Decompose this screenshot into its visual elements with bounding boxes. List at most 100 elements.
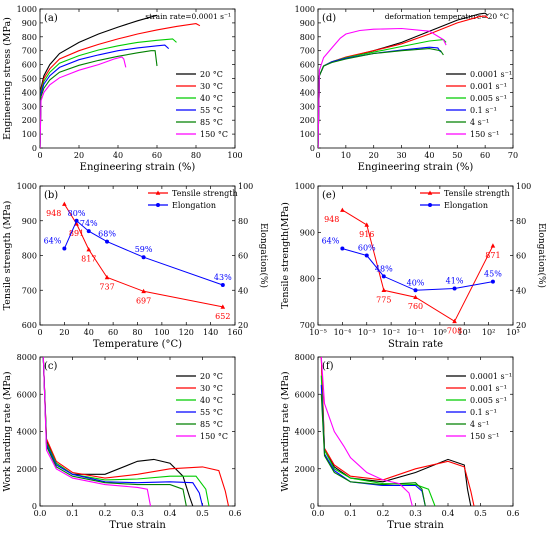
y-tick-label: 6000: [17, 390, 37, 399]
y-tick-label: 500: [22, 75, 37, 84]
legend-marker: [155, 190, 161, 195]
x-tick-label: 140: [203, 328, 218, 337]
series-line: [318, 12, 489, 148]
data-point: [220, 283, 225, 288]
data-label: 64%: [322, 237, 340, 246]
data-point: [381, 287, 387, 293]
data-point: [62, 246, 67, 251]
series-line: [40, 44, 170, 148]
y2-tick-label: 80: [238, 217, 248, 226]
x-tick-label: 60: [152, 151, 162, 160]
x-tick-label: 20: [59, 328, 69, 337]
y-tick-label: 400: [22, 88, 37, 97]
data-label: 45%: [484, 270, 502, 279]
y-tick-label: 1000: [17, 5, 37, 14]
data-label: 80%: [68, 209, 86, 218]
y-tick-label: 0: [310, 144, 315, 153]
x-tick-label: 0: [315, 151, 320, 160]
x-tick-label: 10⁻¹: [407, 328, 425, 337]
y-axis-label: Tensile strength (MPa): [2, 201, 13, 311]
y-tick-label: 500: [300, 75, 315, 84]
y-axis-label: Engineering stress (MPa): [2, 17, 13, 140]
x-tick-label: 0.5: [196, 509, 209, 518]
legend-marker: [156, 203, 160, 207]
series-line: [42, 357, 187, 506]
y2-tick-label: 40: [238, 286, 248, 295]
y2-axis-label: Elongation(%): [536, 223, 547, 288]
data-label: 916: [359, 230, 374, 239]
series-line: [40, 14, 158, 148]
y-tick-label: 600: [22, 61, 37, 70]
legend-label: 20 °C: [200, 70, 223, 79]
legend-label: 40 °C: [200, 396, 223, 405]
x-axis-label: Engineering strain (%): [80, 162, 196, 173]
y-tick-label: 0: [32, 502, 37, 511]
series-line: [320, 375, 436, 506]
legend-label: 30 °C: [200, 384, 223, 393]
x-tick-label: 10²: [482, 328, 495, 337]
legend-label: Elongation: [444, 201, 488, 210]
legend-label: Elongation: [172, 201, 216, 210]
y-tick-label: 800: [300, 275, 315, 284]
annotation: strain rate=0.0001 s⁻¹: [145, 12, 231, 21]
panel-e: 10⁻⁵ 10⁻⁴ 10⁻³ 10⁻² 10⁻¹ 10⁰ 10¹ 10² 10³ 700 800 90…: [280, 182, 547, 350]
x-tick-label: 100: [154, 328, 169, 337]
series-line: [42, 357, 152, 506]
series-line: [40, 38, 177, 148]
data-point: [86, 229, 91, 234]
legend-label: Tensile strength: [444, 189, 510, 198]
data-label: 948: [46, 209, 61, 218]
x-tick-label: 10³: [506, 328, 519, 337]
y2-tick-label: 80: [516, 217, 526, 226]
x-tick-label: 50: [452, 151, 462, 160]
data-label: 948: [324, 215, 339, 224]
series-line: [63, 203, 223, 308]
data-label: 708: [447, 326, 462, 335]
y-tick-label: 900: [22, 217, 37, 226]
series-line: [318, 48, 444, 148]
x-tick-label: 10⁻³: [358, 328, 376, 337]
x-tick-label: 10: [341, 151, 351, 160]
panel-label: (e): [322, 190, 336, 201]
x-tick-label: 0: [37, 151, 42, 160]
x-tick-label: 10⁻²: [382, 328, 400, 337]
data-point: [141, 255, 146, 260]
data-point: [413, 288, 418, 293]
x-tick-label: 80: [132, 328, 142, 337]
series-line: [42, 357, 204, 506]
legend-label: Tensile strength: [172, 189, 238, 198]
x-tick-label: 70: [508, 151, 518, 160]
y-axis-label: Work harding rate (MPa): [280, 371, 291, 491]
x-tick-label: 0.6: [229, 509, 242, 518]
legend-label: 0.005 s⁻¹: [470, 396, 507, 405]
x-tick-label: 0.0: [312, 509, 325, 518]
x-axis-label: Engineering strain (%): [358, 162, 474, 173]
panel-a: 0 20 40 60 80 1000100200300400500600700800900…: [2, 5, 243, 173]
data-point: [340, 246, 345, 251]
data-point: [381, 274, 386, 279]
series-line: [318, 39, 447, 148]
x-tick-label: 40: [113, 151, 123, 160]
x-tick-label: 0.3: [131, 509, 144, 518]
x-tick-label: 0.5: [474, 509, 487, 518]
data-label: 41%: [446, 277, 464, 286]
data-label: 891: [69, 229, 84, 238]
data-point: [340, 207, 345, 212]
y2-tick-label: 60: [516, 252, 526, 261]
y-tick-label: 2000: [295, 465, 315, 474]
x-tick-label: 10⁻⁵: [309, 328, 327, 337]
y-tick-label: 700: [300, 47, 315, 56]
y-tick-label: 600: [22, 321, 37, 330]
data-point: [364, 253, 369, 258]
y2-tick-label: 100: [238, 182, 253, 191]
series-line: [320, 357, 413, 506]
data-label: 737: [99, 282, 114, 291]
legend-label: 30 °C: [200, 82, 223, 91]
x-tick-label: 0: [37, 328, 42, 337]
data-label: 817: [81, 255, 96, 264]
data-label: 871: [485, 251, 500, 260]
series-line: [320, 357, 475, 506]
legend-label: 150 s⁻¹: [470, 432, 499, 441]
series-line: [318, 27, 447, 148]
y-axis-label: Work harding rate (MPa): [2, 371, 13, 491]
